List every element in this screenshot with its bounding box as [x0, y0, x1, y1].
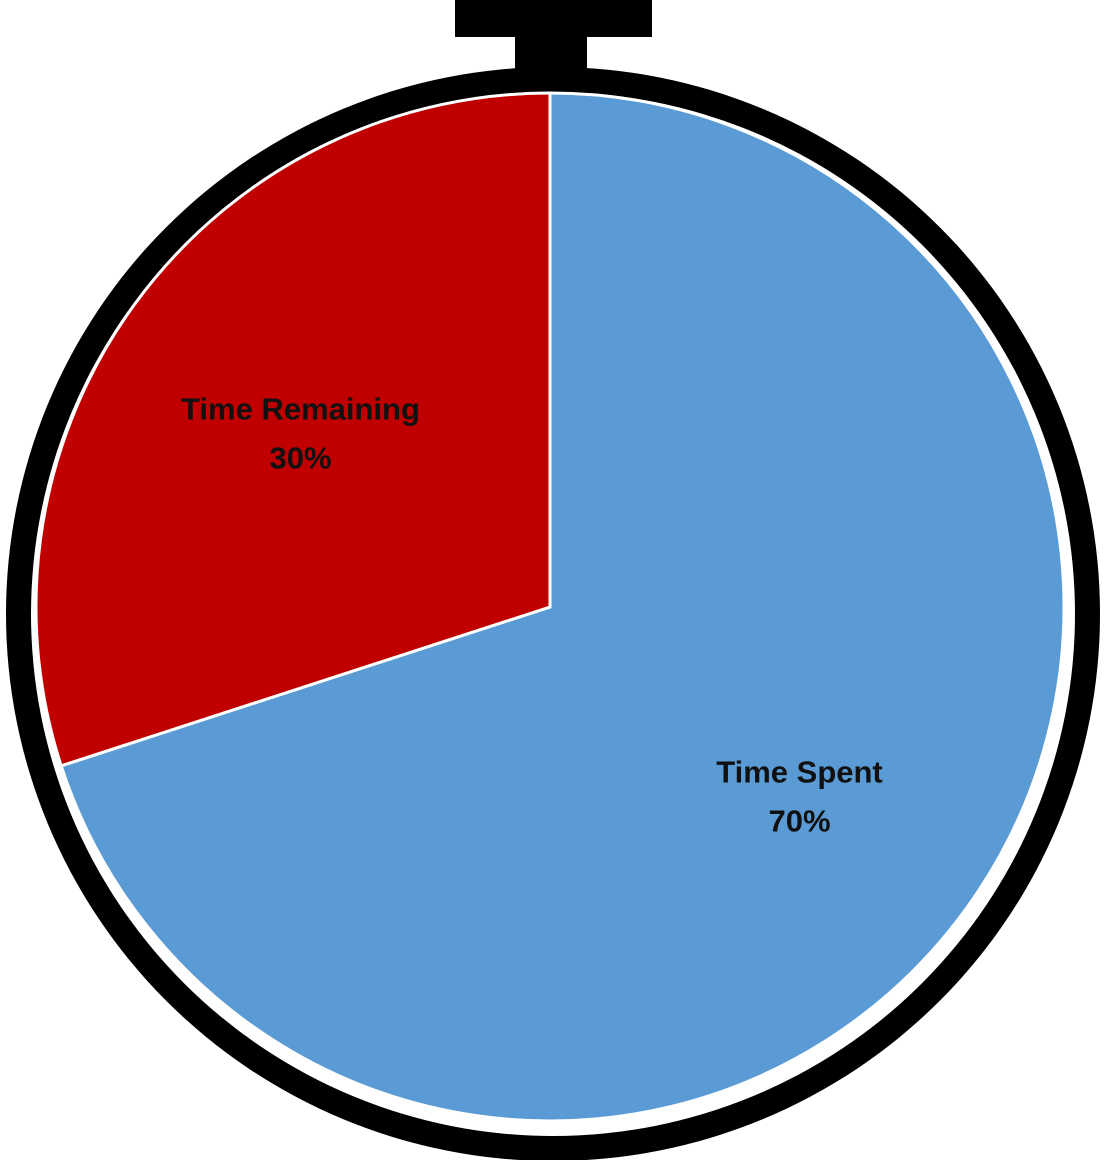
pie-slices: [34, 91, 1066, 1123]
slice-value-label-0: 70%: [768, 803, 830, 838]
pie-slice-time-spent: [59, 91, 1066, 1123]
pie-slice-time-remaining: [34, 91, 552, 768]
slice-label-1: Time Remaining: [181, 392, 420, 427]
pie-labels: Time Spent 70% Time Remaining 30%: [181, 392, 883, 839]
slice-value-label-1: 30%: [269, 441, 331, 476]
stopwatch-button: [455, 0, 652, 37]
slice-label-0: Time Spent: [716, 754, 883, 789]
